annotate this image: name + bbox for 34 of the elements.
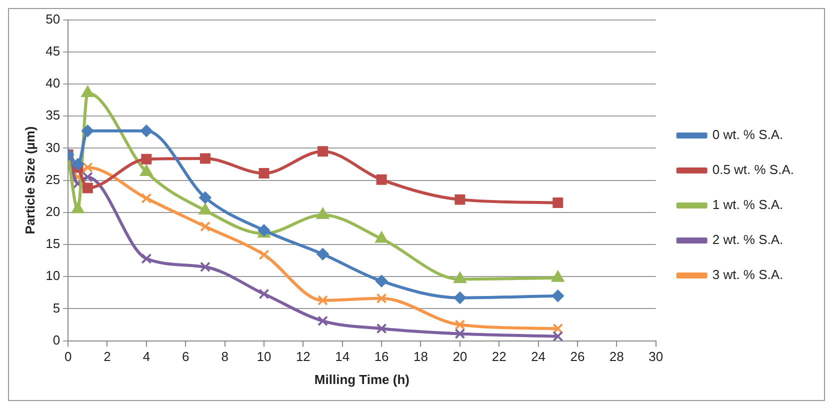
x-tick-label: 28: [609, 349, 624, 364]
x-tick-label: 8: [221, 349, 228, 364]
y-axis-title: Particle Size (µm): [22, 126, 38, 234]
legend-label: 3 wt. % S.A.: [712, 267, 784, 282]
y-tick-label: 50: [46, 11, 60, 26]
x-tick-label: 6: [182, 349, 190, 364]
x-tick-label: 16: [374, 349, 389, 364]
y-tick-label: 0: [52, 332, 60, 348]
x-tick-label: 18: [414, 349, 428, 364]
x-tick-label: 4: [142, 349, 150, 364]
x-tick-label: 24: [531, 349, 546, 364]
y-tick-label: 15: [46, 236, 60, 252]
legend-label: 0.5 wt. % S.A.: [712, 162, 794, 178]
y-tick-label: 40: [46, 76, 60, 91]
legend-label: 1 wt. % S.A.: [712, 197, 784, 212]
y-tick-label: 30: [46, 140, 60, 155]
y-tick-label: 45: [46, 43, 60, 58]
legend-label: 2 wt. % S.A.: [712, 232, 784, 248]
x-tick-label: 14: [335, 349, 350, 364]
y-tick-label: 35: [46, 108, 60, 123]
y-tick-label: 20: [46, 204, 60, 219]
x-tick-label: 30: [648, 349, 664, 364]
y-tick-label: 5: [52, 300, 60, 316]
x-tick-label: 12: [296, 349, 310, 364]
x-axis-title: Milling Time (h): [314, 372, 410, 387]
x-tick-label: 10: [256, 349, 272, 364]
y-tick-label: 25: [46, 172, 60, 187]
legend-label: 0 wt. % S.A.: [712, 127, 784, 142]
y-tick-label: 10: [46, 268, 60, 284]
x-tick-label: 26: [570, 349, 585, 364]
x-tick-label: 22: [492, 349, 506, 364]
x-tick-label: 2: [104, 349, 111, 364]
x-tick-label: 0: [64, 349, 72, 364]
x-tick-label: 20: [452, 349, 468, 364]
